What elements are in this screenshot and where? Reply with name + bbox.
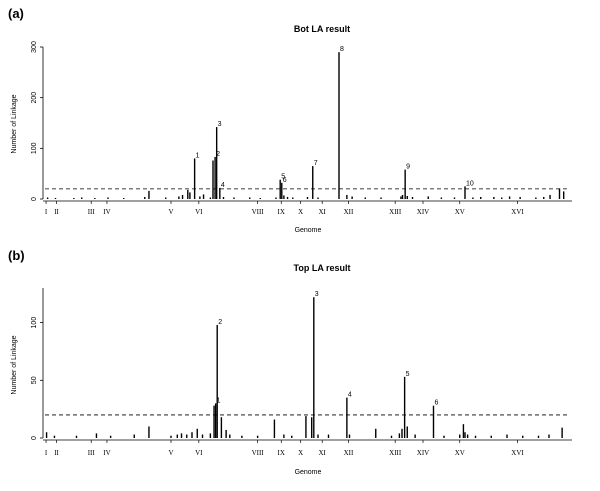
panel-b-tag: (b) [8, 248, 25, 263]
panel-b-title: Top LA result [294, 263, 351, 273]
panel-a-tag: (a) [8, 6, 24, 21]
panel-a-chromosome-labels: I II III IV V VI VIII IX X XI XII XIII XIV XV XVI [45, 201, 524, 216]
panel-a-chromosome-label: X [298, 208, 303, 216]
panel-b-ytick-label: 50 [31, 376, 38, 384]
panel-a-peak-label: 6 [283, 177, 287, 184]
panel-b: (b) Top LA result Number of Linkage Geno… [8, 248, 572, 476]
panel-b-chromosome-label: XII [344, 449, 354, 457]
panel-a-y-ticks: 0 100 200 300 [31, 41, 43, 201]
panel-a-ytick-label: 200 [31, 92, 38, 104]
panel-b-peak-label: 6 [435, 400, 439, 407]
panel-b-chromosome-label: XV [455, 449, 465, 457]
panel-b-chromosome-label: IV [103, 449, 110, 457]
panel-b-xlabel: Genome [295, 469, 322, 476]
panel-b-chromosome-labels: I II III IV V VI VIII IX X XI XII XIII XIV XV XVI [45, 440, 524, 457]
panel-a-chromosome-label: XI [319, 208, 327, 216]
panel-a-peak-label: 9 [406, 164, 410, 171]
panel-a-peak-label: 7 [314, 160, 318, 167]
panel-a-chromosome-label: XII [344, 208, 354, 216]
panel-a-chromosome-label: IV [103, 208, 110, 216]
panel-b-peak-label: 2 [218, 319, 222, 326]
panel-b-y-ticks: 0 50 100 [31, 317, 43, 440]
panel-b-ytick-label: 100 [31, 317, 38, 329]
panel-b-peak-label: 1 [217, 397, 221, 404]
panel-b-peak-label: 3 [315, 291, 319, 298]
panel-a-chromosome-label: XVI [511, 208, 524, 216]
panel-a-peak-label: 4 [221, 182, 225, 189]
panel-b-bars [45, 297, 563, 438]
panel-a-ytick-label: 0 [31, 197, 38, 201]
panel-a-bars [46, 52, 565, 199]
panel-a-chromosome-label: V [168, 208, 173, 216]
panel-a-xlabel: Genome [295, 227, 322, 234]
panel-a-peak-label: 10 [466, 180, 474, 187]
panel-a-chromosome-label: III [88, 208, 96, 216]
panel-a-peak-labels: 1 2 3 4 56 7 8 9 10 [196, 46, 474, 189]
panel-b-chromosome-label: XIV [417, 449, 429, 457]
panel-a-title: Bot LA result [294, 24, 350, 34]
panel-b-chromosome-label: XIII [389, 449, 402, 457]
panel-a-peak-label: 1 [196, 152, 200, 159]
panel-b-chromosome-label: III [88, 449, 96, 457]
panel-a-chromosome-label: IX [278, 208, 285, 216]
panel-b-chromosome-label: II [54, 449, 59, 457]
panel-b-ylabel: Number of Linkage [11, 335, 18, 394]
panel-b-chromosome-label: XI [319, 449, 327, 457]
panel-a: (a) Bot LA result Number of Linkage Geno… [8, 6, 572, 234]
panel-a-chromosome-label: XIV [417, 208, 429, 216]
panel-a-ytick-label: 100 [31, 142, 38, 154]
panel-a-peak-label: 8 [340, 46, 344, 53]
panel-b-ytick-label: 0 [31, 436, 38, 440]
panel-a-ylabel: Number of Linkage [11, 94, 18, 153]
panel-b-peak-label: 4 [348, 392, 352, 399]
panel-b-chromosome-label: VI [195, 449, 203, 457]
panel-a-peak-label: 3 [218, 121, 222, 128]
panel-b-chromosome-label: I [45, 449, 48, 457]
panel-a-peak-label: 5 [281, 174, 285, 181]
panel-b-chromosome-label: XVI [511, 449, 524, 457]
panel-b-peak-label: 5 [406, 371, 410, 378]
panel-a-ytick-label: 300 [31, 41, 38, 53]
panel-a-peak-label: 2 [216, 151, 220, 158]
panel-a-chromosome-label: XIII [389, 208, 402, 216]
panel-a-chromosome-label: VIII [252, 208, 265, 216]
panel-a-chromosome-label: XV [455, 208, 465, 216]
panel-a-chromosome-label: II [54, 208, 59, 216]
panel-b-chromosome-label: IX [278, 449, 285, 457]
panel-a-chromosome-label: VI [195, 208, 203, 216]
panel-b-peak-labels: 1 2 3 4 5 6 [217, 291, 439, 406]
panel-b-chromosome-label: V [168, 449, 173, 457]
panel-b-chromosome-label: VIII [252, 449, 265, 457]
panel-b-chromosome-label: X [298, 449, 303, 457]
panel-a-chromosome-label: I [45, 208, 48, 216]
